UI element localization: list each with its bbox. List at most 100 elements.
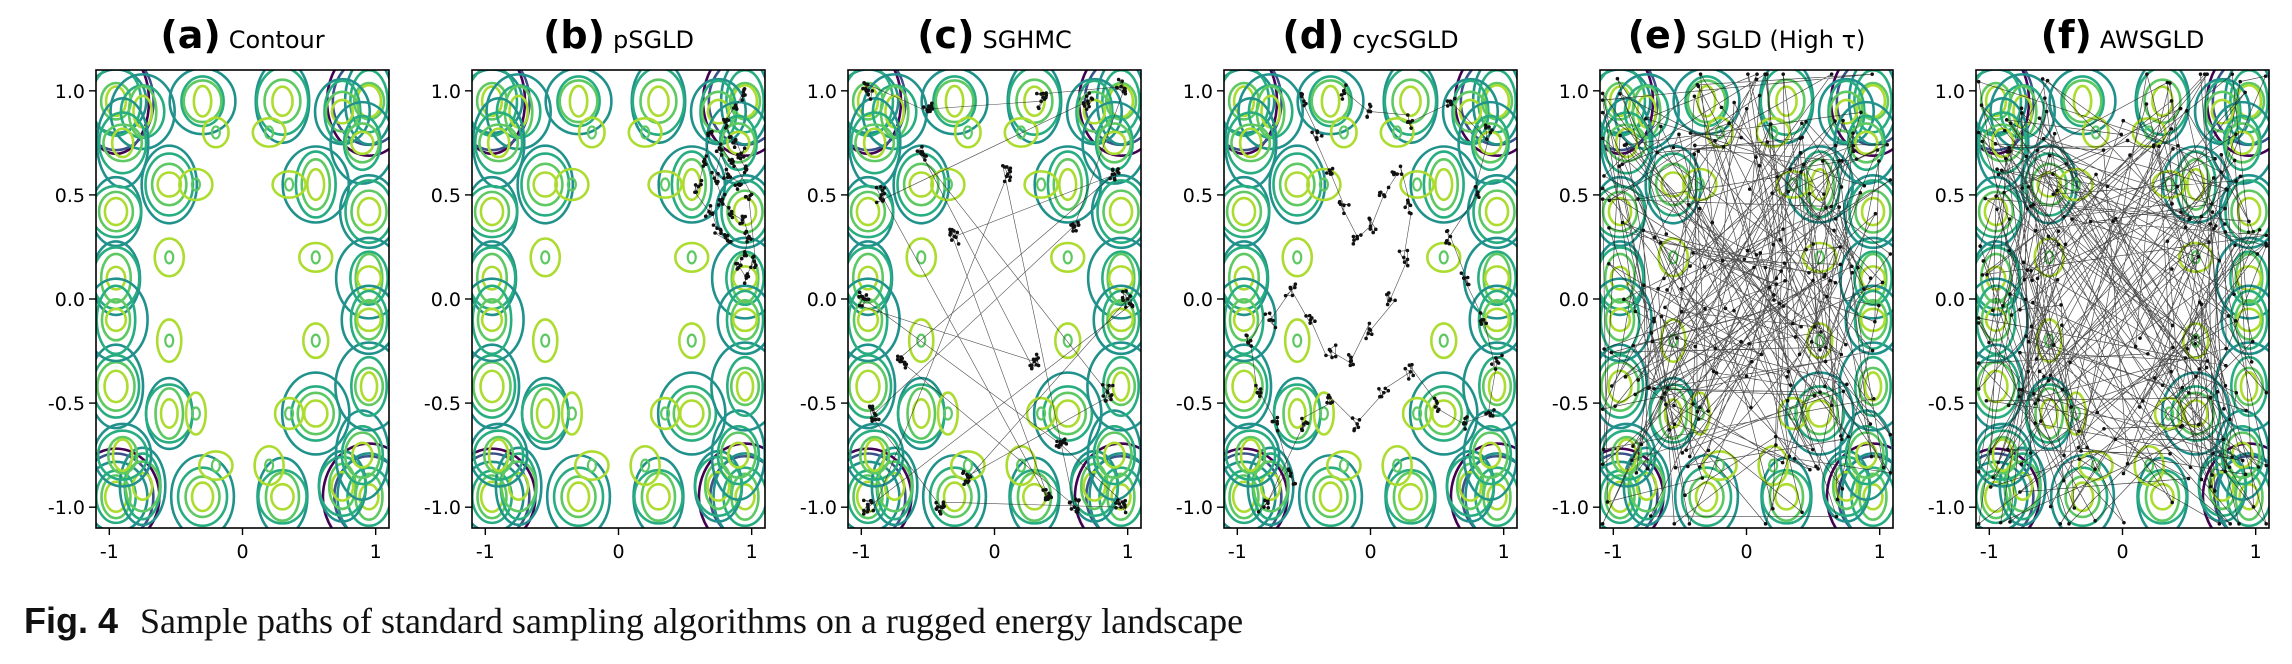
x-tick-label: 1 [1874,541,1886,563]
contour-ring [1108,196,1134,227]
sample-point [2063,242,2068,247]
sample-point [733,183,738,188]
sample-point [1367,102,1372,107]
sample-point [2249,360,2254,364]
sample-point [1275,428,1280,433]
sample-point [2165,239,2170,244]
sample-point [1263,312,1268,316]
sample-point [926,107,930,111]
contour-ring [1828,90,1865,133]
contour-ring [851,252,885,304]
sample-point [1246,340,1250,345]
sample-point [729,211,734,216]
sample-point [1258,391,1263,395]
x-tick-label: -1 [476,541,495,563]
contour-ring [849,190,887,233]
contour-ring [1318,177,1329,192]
sample-point [1114,501,1118,505]
sample-point [1703,306,1707,311]
contour-ring [1977,111,2028,175]
sample-point [2247,219,2251,224]
sample-point [1811,242,1815,246]
contour-ring [535,398,555,429]
contour-ring [1983,369,2009,404]
contour-ring [99,252,133,304]
sample-point [1484,321,1489,326]
contour-ring [1858,298,1888,341]
sample-point [1996,172,2001,177]
sample-point [722,232,727,237]
contour-ring [329,100,389,185]
sample-point [923,158,927,162]
contour-ring [1833,100,1893,185]
sample-point [1129,302,1134,307]
contour-ring [552,466,605,528]
sample-point [710,212,715,217]
sample-point [2175,184,2180,189]
sample-point [1607,198,1612,203]
contour-ring [1976,422,2033,488]
contour-ring [482,435,515,475]
sample-point [1785,375,1789,379]
sample-point [1763,522,1768,526]
sample-point [710,170,714,175]
sample-point [1605,500,1610,504]
sample-point [1695,82,1700,87]
sample-point [1104,399,1108,403]
sample-point [1885,142,1889,147]
sample-point [1071,225,1076,230]
sample-point [2003,156,2008,161]
sample-point [2035,276,2040,281]
contour-ring [344,179,389,245]
sample-point [1786,189,1791,194]
sample-point [870,404,875,409]
sample-point [1600,197,1605,201]
sample-point [2055,188,2059,193]
sample-point [1697,206,1702,211]
sample-point [1602,347,1606,351]
sample-point [1120,79,1124,83]
sample-point [1677,132,1681,137]
contour-ring [676,158,708,211]
sample-point [2041,136,2046,141]
sample-point [719,228,723,233]
sample-point [1463,416,1467,421]
contour-ring [96,452,155,528]
x-tick-label: 0 [1740,541,1752,563]
sample-point [870,89,875,93]
sample-point [1032,357,1037,362]
sample-point [2194,374,2198,379]
sample-point [1324,171,1329,175]
sample-point [741,93,745,98]
contour-ring [1042,385,1094,442]
contour-ring [270,482,295,511]
contour-ring [1399,170,1435,199]
contour-ring [1428,158,1460,211]
sample-point [704,154,709,158]
contour-ring [310,250,321,265]
sample-point [732,164,736,169]
sample-point [866,92,871,97]
sample-point [2188,216,2192,221]
sample-point [1877,159,1881,163]
sample-point [1401,255,1406,260]
sample-point [1069,507,1074,511]
contour-ring [930,167,966,202]
sample-point [2169,369,2173,374]
sample-point [1076,498,1081,503]
sample-point [2024,154,2029,159]
sample-point [895,357,900,362]
sample-point [1983,196,1988,201]
sample-point [1774,443,1778,447]
sample-point [1698,405,1702,409]
sample-point [2145,72,2149,76]
contour-ring [184,475,221,519]
sample-point [2056,229,2061,233]
sample-point [1071,229,1075,233]
sample-point [930,101,934,106]
contour-ring [479,196,505,227]
sample-point [1686,464,1690,469]
x-tick-label: -1 [852,541,871,563]
contour-ring [1827,79,1866,144]
y-tick-label: -0.5 [1176,393,1213,415]
